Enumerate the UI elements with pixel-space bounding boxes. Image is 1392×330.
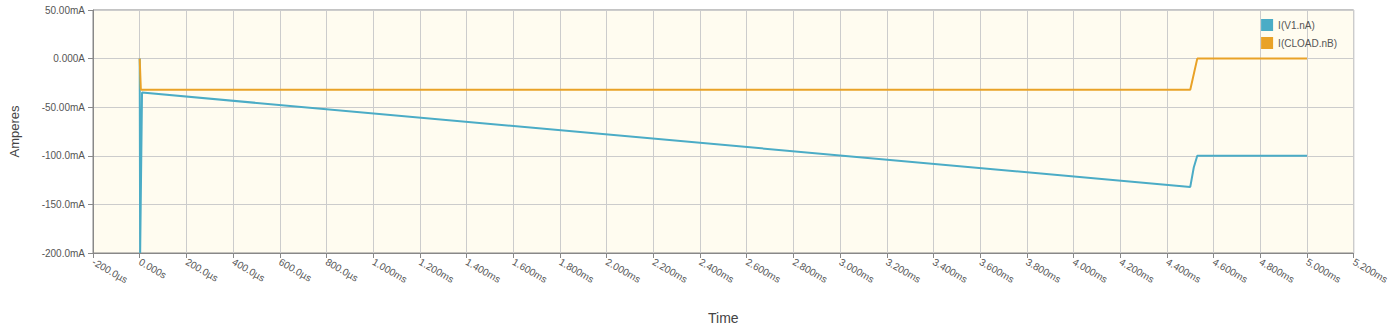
svg-text:I(V1.nA): I(V1.nA) — [1278, 20, 1315, 31]
svg-text:1.000ms: 1.000ms — [370, 256, 409, 285]
svg-text:800.0µs: 800.0µs — [324, 256, 360, 283]
svg-text:200.0µs: 200.0µs — [184, 256, 220, 283]
svg-text:2.600ms: 2.600ms — [744, 256, 783, 285]
svg-text:Amperes: Amperes — [7, 105, 22, 158]
svg-text:400.0µs: 400.0µs — [230, 256, 266, 283]
svg-text:-150.0mA: -150.0mA — [42, 199, 86, 210]
svg-text:-200.0mA: -200.0mA — [42, 248, 86, 259]
svg-text:2.200ms: 2.200ms — [651, 256, 690, 285]
svg-text:-50.00mA: -50.00mA — [42, 102, 86, 113]
svg-text:4.400ms: 4.400ms — [1164, 256, 1203, 285]
svg-text:-200.0µs: -200.0µs — [90, 256, 129, 285]
svg-text:600.0µs: 600.0µs — [277, 256, 313, 283]
svg-text:1.600ms: 1.600ms — [510, 256, 549, 285]
svg-text:1.200ms: 1.200ms — [417, 256, 456, 285]
svg-text:50.00mA: 50.00mA — [45, 5, 85, 16]
svg-text:2.800ms: 2.800ms — [791, 256, 830, 285]
svg-text:4.200ms: 4.200ms — [1117, 256, 1156, 285]
svg-text:4.800ms: 4.800ms — [1258, 256, 1297, 285]
svg-text:1.400ms: 1.400ms — [464, 256, 503, 285]
svg-text:3.200ms: 3.200ms — [884, 256, 923, 285]
svg-text:2.400ms: 2.400ms — [697, 256, 736, 285]
svg-text:1.800ms: 1.800ms — [557, 256, 596, 285]
svg-text:5.200ms: 5.200ms — [1351, 256, 1390, 285]
svg-text:0.000A: 0.000A — [53, 53, 85, 64]
svg-text:I(CLOAD.nB): I(CLOAD.nB) — [1278, 38, 1337, 49]
svg-text:3.600ms: 3.600ms — [977, 256, 1016, 285]
svg-text:Time: Time — [708, 310, 739, 326]
svg-text:0.000s: 0.000s — [137, 256, 168, 281]
svg-text:-100.0mA: -100.0mA — [42, 150, 86, 161]
svg-text:2.000ms: 2.000ms — [604, 256, 643, 285]
svg-text:3.000ms: 3.000ms — [837, 256, 876, 285]
svg-text:4.000ms: 4.000ms — [1071, 256, 1110, 285]
svg-text:5.000ms: 5.000ms — [1304, 256, 1343, 285]
svg-text:3.800ms: 3.800ms — [1024, 256, 1063, 285]
svg-text:3.400ms: 3.400ms — [931, 256, 970, 285]
svg-text:4.600ms: 4.600ms — [1211, 256, 1250, 285]
